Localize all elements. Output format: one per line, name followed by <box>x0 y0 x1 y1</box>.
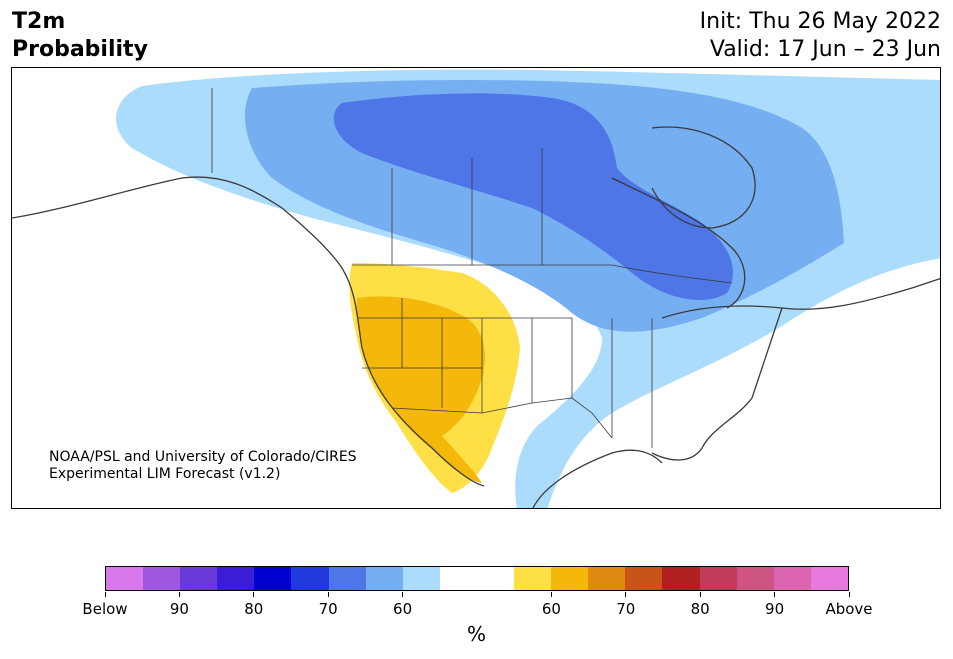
valid-date: Valid: 17 Jun – 23 Jun <box>709 37 941 62</box>
attribution: NOAA/PSL and University of Colorado/CIRE… <box>49 449 357 483</box>
coastlines <box>12 126 940 508</box>
colorbar-segment <box>736 567 774 590</box>
colorbar-segment <box>402 567 440 590</box>
colorbar-segment <box>328 567 366 590</box>
attribution-line-1: NOAA/PSL and University of Colorado/CIRE… <box>49 449 357 465</box>
colorbar-segment <box>699 567 737 590</box>
colorbar-unit-label: % <box>466 622 486 646</box>
colorbar-tick-mark <box>774 592 776 597</box>
variable-title: T2m <box>12 9 66 34</box>
colorbar-tick-label: 90 <box>169 600 189 618</box>
cold-anomaly-strong-region <box>333 93 733 301</box>
colorbar-segment <box>662 567 700 590</box>
attribution-line-2: Experimental LIM Forecast (v1.2) <box>49 466 281 482</box>
colorbar-segment <box>514 567 552 590</box>
colorbar-tick-mark <box>178 592 180 597</box>
colorbar-tick-mark <box>104 592 106 597</box>
colorbar-ticks: Below 90 80 70 60 60 70 80 90 Above <box>82 592 873 618</box>
colorbar-tick-mark <box>253 592 255 597</box>
colorbar-tick-label: 90 <box>765 600 785 618</box>
colorbar-tick-mark <box>625 592 627 597</box>
title-block: T2m Probability <box>12 8 148 64</box>
colorbar-segment <box>773 567 811 590</box>
colorbar-segment <box>217 567 255 590</box>
date-block: Init: Thu 26 May 2022 Valid: 17 Jun – 23… <box>700 8 941 64</box>
colorbar-segment <box>588 567 626 590</box>
colorbar-tick-mark <box>699 592 701 597</box>
colorbar-tick-mark <box>848 592 850 597</box>
product-title: Probability <box>12 37 148 62</box>
colorbar-tick-label: Below <box>82 600 128 618</box>
colorbar-segment <box>365 567 403 590</box>
forecast-map <box>11 67 941 509</box>
colorbar-segment <box>551 567 589 590</box>
warm-anomaly-moderate-region <box>356 296 485 483</box>
colorbar-segment <box>254 567 292 590</box>
colorbar-tick-mark <box>550 592 552 597</box>
colorbar-tick-label: Above <box>825 600 873 618</box>
colorbar-segment <box>476 567 515 590</box>
colorbar-segment <box>625 567 663 590</box>
colorbar-tick-label: 60 <box>541 600 561 618</box>
probability-colorbar <box>105 566 849 591</box>
colorbar-segment <box>439 567 477 590</box>
colorbar-tick-label: 60 <box>393 600 413 618</box>
colorbar-tick-label: 80 <box>244 600 264 618</box>
map-svg <box>12 69 940 508</box>
colorbar-tick-mark <box>402 592 404 597</box>
political-borders <box>211 88 733 448</box>
colorbar-segment <box>143 567 181 590</box>
colorbar-tick-label: 70 <box>318 600 338 618</box>
init-date: Init: Thu 26 May 2022 <box>699 9 941 34</box>
colorbar-segment <box>291 567 329 590</box>
colorbar-tick-mark <box>327 592 329 597</box>
colorbar-tick-label: 70 <box>616 600 636 618</box>
colorbar-segment <box>106 567 144 590</box>
colorbar-tick-label: 80 <box>690 600 710 618</box>
colorbar-segment <box>180 567 218 590</box>
colorbar-segment <box>810 567 848 590</box>
